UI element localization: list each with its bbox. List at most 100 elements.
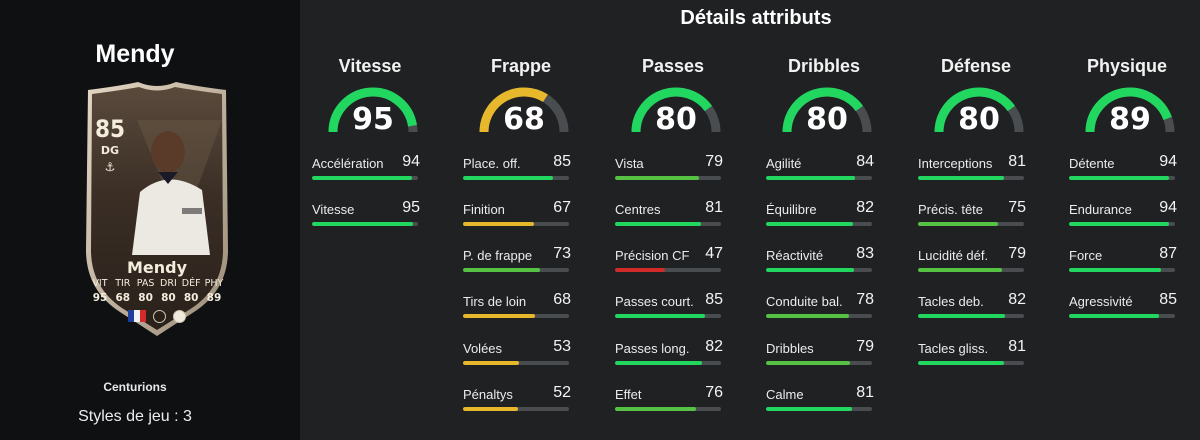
attribute-bar-fill [312,176,412,180]
category-title: Frappe [490,56,551,76]
attribute-value: 79 [856,338,874,355]
attribute-value: 79 [1008,245,1026,262]
attribute-row: Pénaltys 52 [463,384,571,427]
attribute-row: Détente 94 [1069,153,1177,196]
gauge-fill [479,87,548,133]
gauge-fill [631,87,712,133]
attribute-row: Agressivité 85 [1069,291,1177,334]
attribute-bar [615,314,721,318]
attribute-value: 82 [705,338,723,355]
attribute-label: Place. off. [463,156,521,171]
attribute-label: Vitesse [312,202,355,217]
laliga-icon [153,310,166,323]
category-gauge: 68 [478,86,570,137]
attribute-bar [766,407,872,411]
attribute-value: 76 [705,384,723,401]
attribute-bar [766,222,872,226]
category-value: 80 [958,102,1000,137]
card-badges [104,310,210,323]
attribute-value: 84 [856,153,874,170]
attribute-row: Effet 76 [615,384,723,427]
attribute-value: 75 [1008,199,1026,216]
attribute-row: Tacles deb. 82 [918,291,1026,334]
attribute-label: Passes long. [615,341,690,356]
attribute-bar-fill [463,222,535,226]
attribute-label: Centres [615,202,661,217]
attribute-label: Vista [615,156,644,171]
attribute-label: Tacles gliss. [918,341,989,356]
attribute-label: Lucidité déf. [918,248,989,263]
attribute-label: P. de frappe [463,248,533,263]
attribute-row: Tacles gliss. 81 [918,338,1026,381]
attribute-bar-fill [766,361,850,365]
card-stat-label: DRI [160,278,177,289]
gauge-fill [1085,87,1172,133]
attribute-bar [463,314,569,318]
category-title: Passes [641,56,705,76]
gauge-fill [782,87,863,133]
attribute-bar [463,407,569,411]
card-stat-labels: VIT TIR PAS DRI DÉF PHY [90,278,224,289]
attribute-row: Passes long. 82 [615,338,723,381]
card-position: DG [100,144,120,157]
attribute-bar-fill [615,176,699,180]
attribute-bar-fill [463,407,519,411]
attribute-bar [918,268,1024,272]
card-stat-value: 80 [138,292,153,304]
attribute-label: Agressivité [1069,294,1133,309]
attribute-bar-fill [1069,176,1169,180]
attribute-value: 47 [705,245,723,262]
card-stat-label: DÉF [181,278,201,289]
card-version-label: Centurions [103,380,167,394]
card-stat-values: 95 68 80 80 80 89 [90,292,224,304]
attribute-label: Précision CF [615,248,690,263]
player-panel: Mendy [0,0,300,440]
attribute-value: 85 [553,153,571,170]
attribute-value: 78 [856,291,874,308]
attribute-row: Tirs de loin 68 [463,291,571,334]
attribute-bar-fill [918,222,998,226]
attribute-bar [463,268,569,272]
attribute-bar-fill [1069,222,1169,226]
attribute-bar-fill [615,222,701,226]
attribute-bar-fill [918,176,1004,180]
attribute-row: P. de frappe 73 [463,245,571,288]
attribute-value: 94 [1159,199,1177,216]
attribute-label: Force [1069,248,1103,263]
attribute-bar [615,268,721,272]
player-card[interactable]: 85 DG ⚓ Mendy VIT TIR PAS DRI DÉF PHY 95… [82,80,232,342]
attribute-label: Accélération [312,156,384,171]
attribute-label: Effet [615,387,642,402]
attribute-bar-fill [615,407,696,411]
attribute-value: 87 [1159,245,1177,262]
real-madrid-crest-icon [173,310,186,323]
playstyles-count[interactable]: Styles de jeu : 3 [78,408,192,425]
card-stat-label: PAS [136,278,155,289]
attribute-bar-fill [1069,268,1162,272]
category-value: 68 [503,102,545,137]
attribute-row: Passes court. 85 [615,291,723,334]
attribute-bar-fill [463,176,554,180]
attribute-bar [918,314,1024,318]
attribute-bar [766,361,872,365]
attribute-value: 94 [1159,153,1177,170]
category-gauge: 95 [327,86,419,137]
attribute-value: 82 [1008,291,1026,308]
attribute-bar [463,361,569,365]
category-gauge: 80 [781,86,873,137]
category-value: 80 [806,102,848,137]
attribute-bar-fill [766,407,852,411]
card-stat-value: 80 [183,292,199,304]
attribute-label: Calme [766,387,804,402]
attribute-bar [918,361,1024,365]
attribute-value: 95 [402,199,420,216]
category-value: 89 [1109,102,1151,137]
attribute-value: 81 [1008,338,1026,355]
attribute-value: 53 [553,338,571,355]
attribute-bar-fill [766,176,856,180]
attribute-value: 85 [705,291,723,308]
card-stat-value: 95 [92,292,108,304]
attribute-label: Agilité [766,156,802,171]
attribute-row: Conduite bal. 78 [766,291,874,334]
card-rating: 85 [94,115,126,143]
